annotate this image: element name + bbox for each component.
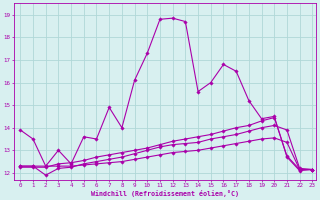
X-axis label: Windchill (Refroidissement éolien,°C): Windchill (Refroidissement éolien,°C) (91, 190, 239, 197)
